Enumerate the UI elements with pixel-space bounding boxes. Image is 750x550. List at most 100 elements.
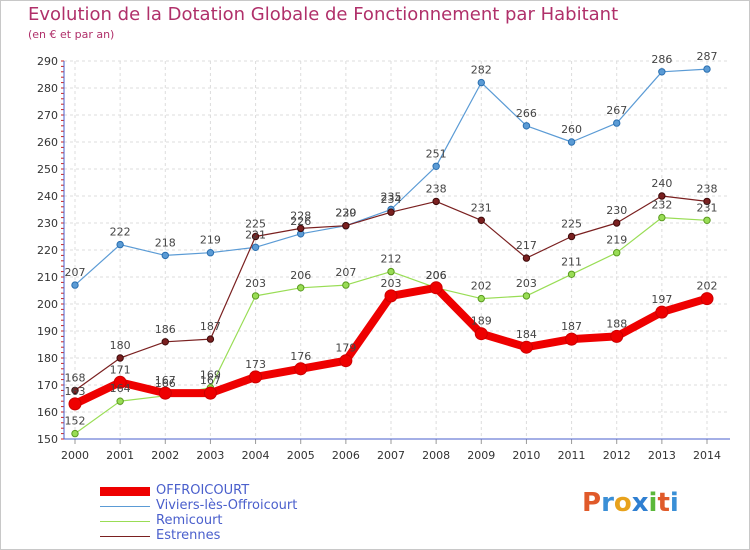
- data-point: [703, 216, 711, 225]
- data-point: [158, 386, 172, 400]
- x-tick-label: 2002: [151, 449, 179, 462]
- y-tick-label: 150: [37, 433, 58, 446]
- data-label: 221: [245, 228, 266, 241]
- data-label: 167: [200, 374, 221, 387]
- data-point: [206, 335, 215, 343]
- data-label: 260: [561, 123, 582, 136]
- data-point: [474, 327, 488, 341]
- y-tick-label: 260: [37, 136, 58, 149]
- data-point: [522, 254, 531, 262]
- data-label: 184: [516, 328, 537, 341]
- data-point: [206, 249, 215, 257]
- y-tick-label: 290: [37, 55, 58, 68]
- data-label: 238: [426, 182, 447, 195]
- data-point: [387, 267, 395, 276]
- data-point: [249, 370, 263, 384]
- data-label: 206: [290, 269, 311, 282]
- legend-label-viviers: Viviers-lès-Offroicourt: [156, 498, 298, 513]
- data-label: 212: [381, 253, 402, 266]
- logo-letter: i: [648, 488, 658, 518]
- y-tick-label: 270: [37, 109, 58, 122]
- data-label: 166: [155, 377, 176, 390]
- data-label: 176: [290, 350, 311, 363]
- data-label: 235: [381, 191, 402, 204]
- data-point: [703, 197, 711, 206]
- logo-letter: P: [582, 488, 602, 518]
- data-point: [161, 251, 169, 260]
- data-point: [116, 354, 124, 362]
- data-point: [251, 232, 260, 241]
- y-tick-label: 200: [37, 298, 58, 311]
- data-point: [432, 162, 440, 171]
- data-point: [658, 192, 666, 200]
- data-point: [429, 281, 443, 295]
- data-point: [342, 281, 350, 289]
- data-label: 225: [561, 218, 582, 231]
- data-point: [294, 362, 308, 376]
- data-label: 179: [335, 342, 356, 355]
- legend-swatch-estrennes: [100, 536, 150, 537]
- data-point: [432, 197, 440, 206]
- data-point: [477, 78, 485, 87]
- y-tick-label: 230: [37, 217, 58, 230]
- data-point: [613, 249, 621, 257]
- data-point: [522, 122, 531, 130]
- data-label: 167: [155, 374, 176, 387]
- data-label: 226: [290, 215, 311, 228]
- data-point: [161, 338, 169, 346]
- data-point: [565, 332, 579, 346]
- legend-label-remicourt: Remicourt: [156, 513, 223, 528]
- x-tick-label: 2011: [558, 449, 586, 462]
- data-label: 171: [110, 363, 131, 376]
- legend-swatch-offroicourt: [100, 487, 150, 496]
- data-point: [613, 119, 621, 127]
- legend-label-offroicourt: OFFROICOURT: [156, 483, 250, 498]
- x-tick-label: 2001: [106, 449, 134, 462]
- logo-letter: i: [669, 488, 679, 518]
- y-tick-label: 170: [37, 379, 58, 392]
- y-tick-label: 280: [37, 82, 58, 95]
- data-point: [71, 281, 79, 289]
- chart-title: Evolution de la Dotation Globale de Fonc…: [28, 4, 619, 25]
- data-label: 228: [290, 209, 311, 222]
- data-label: 287: [697, 50, 718, 63]
- data-label: 203: [245, 277, 266, 290]
- data-label: 203: [516, 277, 537, 290]
- data-point: [116, 240, 124, 249]
- x-tick-label: 2009: [467, 449, 495, 462]
- data-label: 202: [471, 280, 492, 293]
- data-point: [613, 219, 621, 227]
- y-tick-label: 160: [37, 406, 58, 419]
- data-label: 202: [697, 280, 718, 293]
- data-point: [71, 429, 79, 438]
- logo-letter: o: [613, 488, 632, 518]
- data-label: 225: [245, 218, 266, 231]
- data-label: 173: [245, 358, 266, 371]
- data-label: 206: [426, 269, 447, 282]
- data-point: [116, 397, 124, 405]
- data-label: 230: [335, 207, 356, 220]
- data-point: [567, 232, 576, 241]
- logo-letter: x: [631, 488, 649, 518]
- data-label: 197: [651, 293, 672, 306]
- data-point: [567, 270, 576, 278]
- x-tick-label: 2004: [242, 449, 270, 462]
- data-point: [610, 329, 624, 343]
- data-point: [251, 243, 260, 252]
- data-label: 211: [561, 255, 582, 268]
- data-label: 230: [606, 204, 627, 217]
- y-tick-label: 210: [37, 271, 58, 284]
- data-label: 180: [110, 339, 131, 352]
- data-label: 206: [426, 269, 447, 282]
- data-label: 238: [697, 182, 718, 195]
- data-point: [387, 208, 395, 216]
- data-point: [68, 397, 82, 411]
- data-label: 266: [516, 107, 537, 120]
- y-tick-label: 250: [37, 163, 58, 176]
- data-point: [703, 65, 711, 73]
- data-label: 169: [200, 369, 221, 382]
- legend-swatch-viviers: [100, 506, 150, 507]
- legend-swatch-remicourt: [100, 521, 150, 522]
- data-point: [339, 354, 353, 368]
- data-label: 231: [697, 201, 718, 214]
